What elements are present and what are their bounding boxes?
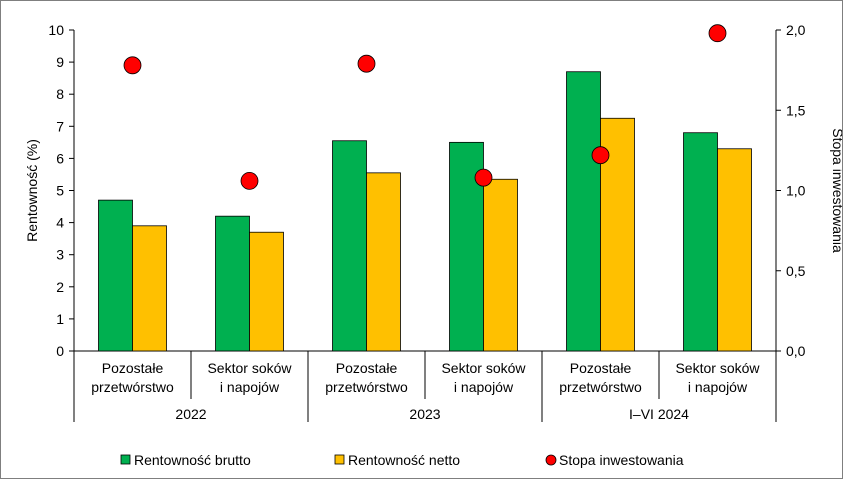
group-label: 2022 [175, 406, 206, 422]
category-label-line2: i napojów [454, 379, 514, 395]
bar-netto [366, 172, 401, 352]
category-label-line1: Pozostałe [102, 360, 164, 376]
y-tick-label-right: 2,0 [786, 22, 806, 38]
legend-label: Rentowność netto [348, 452, 460, 468]
category-label-line2: przetwórstwo [325, 379, 408, 395]
legend-swatch [334, 454, 345, 465]
group-label: 2023 [409, 406, 440, 422]
y-tick-label-left: 1 [56, 311, 64, 327]
y-tick-label-left: 5 [56, 183, 64, 199]
category-label-line1: Pozostałe [336, 360, 398, 376]
legend-label: Stopa inwestowania [559, 452, 684, 468]
legend-label: Rentowność brutto [134, 452, 251, 468]
bar-brutto [332, 140, 367, 352]
legend-swatch [545, 454, 557, 466]
category-label-line2: przetwórstwo [559, 379, 642, 395]
legend-swatch [120, 454, 131, 465]
bar-netto [132, 225, 167, 352]
y-tick-label-left: 4 [56, 215, 64, 231]
y-tick-label-left: 0 [56, 343, 64, 359]
point-stopa-inwestowania [708, 24, 727, 43]
bar-netto [483, 178, 518, 352]
point-stopa-inwestowania [357, 54, 376, 73]
y-tick-label-right: 1,5 [786, 102, 806, 118]
y-tick-label-right: 0,5 [786, 263, 806, 279]
category-label-line1: Sektor soków [675, 360, 760, 376]
point-stopa-inwestowania [123, 56, 142, 75]
y-tick-label-left: 7 [56, 118, 64, 134]
y-tick-label-right: 0,0 [786, 343, 806, 359]
point-stopa-inwestowania [591, 146, 610, 165]
group-label: I–VI 2024 [629, 406, 689, 422]
y-tick-label-left: 10 [48, 22, 64, 38]
point-stopa-inwestowania [240, 171, 259, 190]
bar-brutto [98, 199, 133, 352]
category-label-line2: przetwórstwo [91, 379, 174, 395]
category-label-line1: Sektor soków [441, 360, 526, 376]
bar-netto [717, 148, 752, 352]
y-axis-title-right: Stopa inwestowania [830, 128, 842, 253]
category-label-line1: Sektor soków [207, 360, 292, 376]
y-tick-label-left: 3 [56, 247, 64, 263]
bar-netto [249, 231, 284, 352]
bar-brutto [566, 71, 601, 352]
category-label-line2: i napojów [220, 379, 280, 395]
category-label-line1: Pozostałe [570, 360, 632, 376]
y-tick-label-left: 9 [56, 54, 64, 70]
bar-brutto [215, 215, 250, 352]
y-tick-label-left: 2 [56, 279, 64, 295]
y-axis-title-left: Rentowność (%) [24, 139, 40, 242]
y-tick-label-right: 1,0 [786, 183, 806, 199]
category-label-line2: i napojów [688, 379, 748, 395]
y-tick-label-left: 8 [56, 86, 64, 102]
bar-brutto [683, 132, 718, 352]
y-tick-label-left: 6 [56, 150, 64, 166]
point-stopa-inwestowania [474, 168, 493, 187]
